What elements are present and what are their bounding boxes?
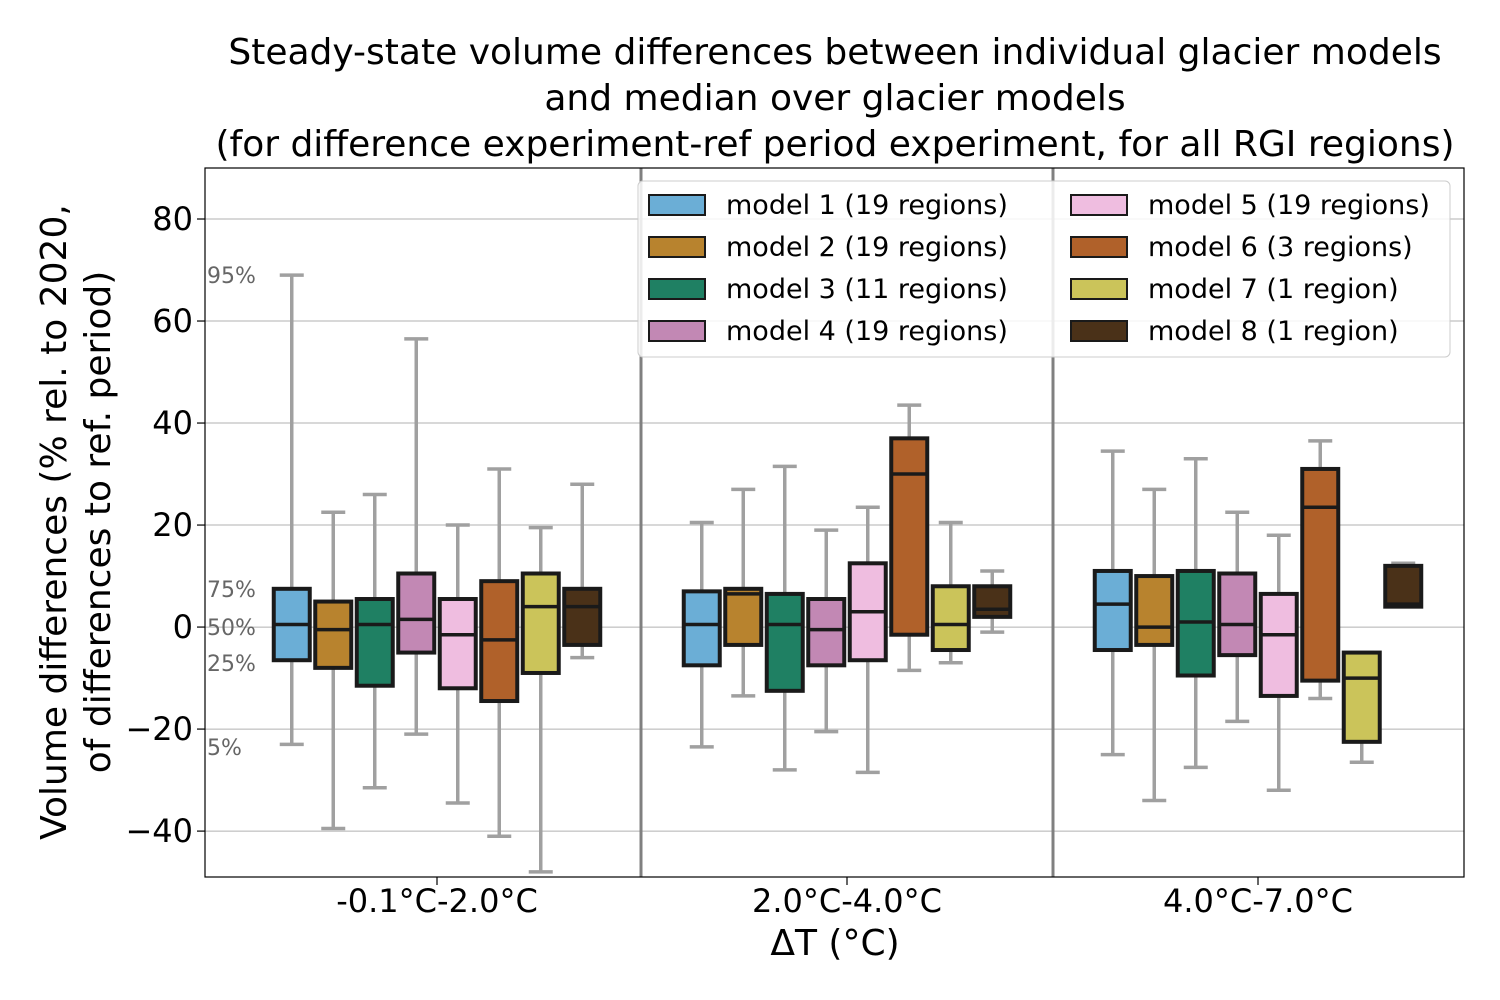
- legend: model 1 (19 regions) model 2 (19 regions)…: [637, 180, 1451, 358]
- chart-title-line-1: Steady-state volume differences between …: [228, 32, 1442, 73]
- legend-swatch-7: [1070, 278, 1128, 300]
- percentile-label: 25%: [207, 652, 256, 677]
- x-tick-label: -0.1°C-2.0°C: [336, 882, 538, 920]
- y-tick-label: 80: [152, 200, 193, 238]
- box-2-1: [313, 599, 354, 670]
- x-tick-label: 2.0°C-4.0°C: [752, 882, 942, 920]
- percentile-label: 5%: [207, 736, 242, 761]
- y-axis-label-line-2: of differences to ref. period): [78, 271, 119, 773]
- box-7-1: [520, 571, 561, 675]
- box-3-1: [354, 597, 395, 688]
- legend-label-8: model 8 (1 region): [1148, 316, 1399, 347]
- box-4-3: [1217, 571, 1258, 658]
- box-1-3: [1092, 568, 1133, 653]
- legend-swatch-5: [1070, 194, 1128, 216]
- box-6-3: [1300, 466, 1341, 683]
- y-tick-label: 20: [152, 506, 193, 544]
- box-8-3: [1383, 563, 1424, 609]
- legend-frame: [637, 180, 1451, 358]
- box-4-1: [396, 571, 437, 655]
- box-7-2: [930, 584, 971, 653]
- legend-swatch-3: [648, 278, 706, 300]
- legend-swatch-8: [1070, 320, 1128, 342]
- y-tick-label: −20: [125, 710, 193, 748]
- legend-label-6: model 6 (3 regions): [1148, 232, 1413, 263]
- chart-title-line-3: (for difference experiment-ref period ex…: [215, 124, 1455, 165]
- x-axis-label: ΔT (°C): [770, 923, 899, 964]
- percentile-annotations: 95% 75% 50% 25% 5%: [207, 264, 256, 761]
- box-8-2: [972, 584, 1013, 619]
- percentile-label: 95%: [207, 264, 256, 289]
- legend-swatch-4: [648, 320, 706, 342]
- box-3-2: [764, 591, 805, 693]
- plot-frame: [204, 167, 1465, 878]
- percentile-label: 50%: [207, 616, 256, 641]
- box-5-1: [437, 597, 478, 691]
- box-2-2: [723, 586, 764, 647]
- box-5-3: [1258, 591, 1299, 698]
- box-1-2: [681, 589, 722, 668]
- legend-label-3: model 3 (11 regions): [726, 274, 1008, 305]
- box-8-1: [562, 586, 603, 647]
- box-7-3: [1341, 650, 1382, 744]
- legend-swatch-1: [648, 194, 706, 216]
- chart-title-line-2: and median over glacier models: [544, 78, 1126, 119]
- legend-label-7: model 7 (1 region): [1148, 274, 1399, 305]
- y-tick-label: −40: [125, 812, 193, 850]
- legend-label-5: model 5 (19 regions): [1148, 190, 1430, 221]
- legend-label-2: model 2 (19 regions): [726, 232, 1008, 263]
- y-axis-label-line-1: Volume differences (% rel. to 2020,: [34, 204, 75, 840]
- legend-swatch-6: [1070, 236, 1128, 258]
- legend-label-1: model 1 (19 regions): [726, 190, 1008, 221]
- box-6-2: [889, 436, 930, 637]
- box-layer: [271, 436, 1424, 744]
- y-tick-label: 40: [152, 404, 193, 442]
- y-tick-label: 60: [152, 302, 193, 340]
- legend-label-4: model 4 (19 regions): [726, 316, 1008, 347]
- whisker-layer: [279, 273, 1416, 874]
- x-tick-label: 4.0°C-7.0°C: [1163, 882, 1353, 920]
- percentile-label: 75%: [207, 578, 256, 603]
- y-tick-label: 0: [173, 608, 193, 646]
- box-2-3: [1134, 574, 1175, 647]
- legend-swatch-2: [648, 236, 706, 258]
- box-4-2: [806, 597, 847, 668]
